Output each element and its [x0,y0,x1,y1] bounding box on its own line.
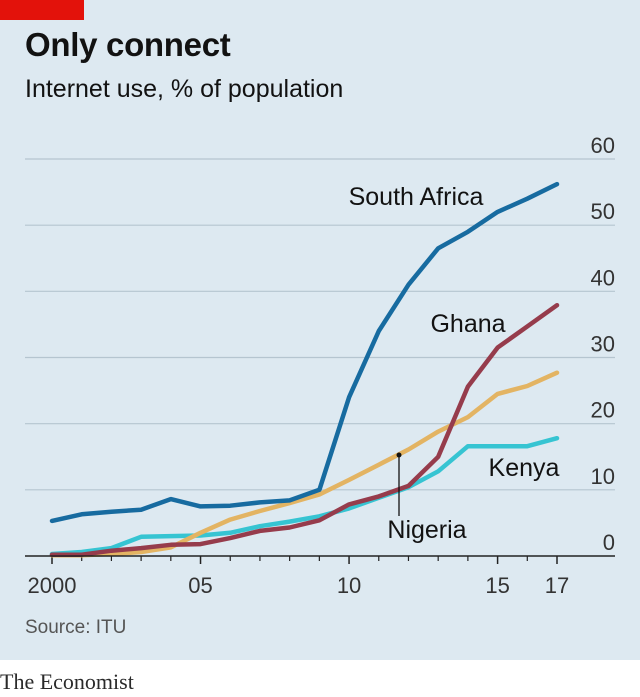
y-tick-label: 50 [591,199,615,224]
source-note: Source: ITU [25,617,127,638]
series-line-ghana [49,302,560,557]
series-label-south-africa: South Africa [349,183,484,211]
x-tick-label: 2000 [28,573,77,598]
chart-title: Only connect [25,26,231,63]
publisher-logo: The Economist [0,669,134,694]
series-label-kenya: Kenya [489,454,560,482]
chart-subtitle: Internet use, % of population [25,75,344,103]
series-label-nigeria: Nigeria [387,516,466,544]
series-line-south-africa [49,181,560,524]
nigeria-leader-dot [396,452,402,458]
series-line-kenya [49,435,560,557]
y-tick-label: 20 [591,398,615,423]
x-tick-label: 15 [485,573,509,598]
x-tick-label: 05 [188,573,212,598]
x-tick-label: 10 [337,573,361,598]
y-tick-label: 60 [591,133,615,158]
series-label-ghana: Ghana [430,310,505,338]
x-tick-label: 17 [545,573,569,598]
y-tick-label: 40 [591,265,615,290]
brand-accent-bar [0,0,84,20]
y-tick-label: 30 [591,332,615,357]
y-tick-label: 0 [603,530,615,555]
y-tick-label: 10 [591,464,615,489]
line-chart: 0 10 20 30 40 50 60 2000 05 10 15 17 South Africa Gha… [25,133,615,598]
series-line-nigeria [49,370,560,558]
